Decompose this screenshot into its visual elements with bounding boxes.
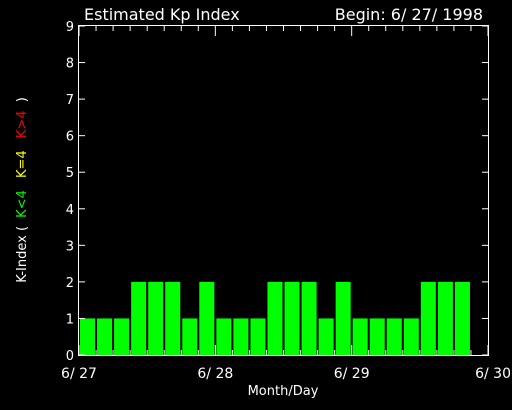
y-axis-label-above4: K>4 bbox=[15, 110, 30, 138]
x-axis-ticks: 6/ 27 6/ 28 6/ 29 6/ 30 bbox=[61, 26, 511, 382]
y-tick-label: 8 bbox=[66, 57, 74, 72]
y-tick-label: 9 bbox=[66, 20, 74, 35]
y-tick-label: 0 bbox=[66, 349, 74, 364]
plot-frame bbox=[78, 25, 489, 356]
chart-title: Estimated Kp Index bbox=[84, 5, 240, 24]
kp-bar bbox=[454, 281, 470, 355]
kp-bar bbox=[352, 318, 368, 355]
y-tick-label: 7 bbox=[66, 93, 74, 108]
y-tick-label: 2 bbox=[66, 276, 74, 291]
kp-bar bbox=[386, 318, 402, 355]
kp-bar bbox=[403, 318, 419, 355]
kp-bar bbox=[182, 318, 198, 355]
kp-bar bbox=[233, 318, 249, 355]
y-tick-label: 4 bbox=[66, 203, 74, 218]
kp-bar bbox=[80, 318, 96, 355]
kp-bar bbox=[148, 281, 164, 355]
x-axis-label: Month/Day bbox=[248, 384, 319, 399]
y-axis-label-prefix: K-Index ( bbox=[15, 226, 30, 283]
kp-bar bbox=[420, 281, 436, 355]
y-axis-label-below4: K<4 bbox=[15, 190, 30, 218]
kp-bar bbox=[284, 281, 300, 355]
kp-bar bbox=[97, 318, 113, 355]
kp-bar bbox=[131, 281, 147, 355]
kp-bar bbox=[437, 281, 453, 355]
x-tick-label: 6/ 28 bbox=[197, 366, 233, 382]
kp-bar bbox=[165, 281, 181, 355]
kp-bar bbox=[216, 318, 232, 355]
y-axis-label-equal4: K=4 bbox=[15, 150, 30, 178]
kp-bar bbox=[335, 281, 351, 355]
y-axis-label-suffix: ) bbox=[15, 97, 30, 102]
kp-bar bbox=[301, 281, 317, 355]
y-tick-label: 6 bbox=[66, 130, 74, 145]
kp-bar bbox=[114, 318, 130, 355]
x-tick-label: 6/ 30 bbox=[475, 366, 511, 382]
kp-bar bbox=[199, 281, 215, 355]
kp-bar bbox=[318, 318, 334, 355]
y-tick-label: 1 bbox=[66, 312, 74, 327]
kp-bar bbox=[369, 318, 385, 355]
y-axis-label: K-Index ( K<4 K=4 K>4 ) bbox=[15, 97, 30, 283]
kp-bar bbox=[250, 318, 266, 355]
x-tick-label: 6/ 29 bbox=[334, 366, 370, 382]
y-tick-label: 3 bbox=[66, 239, 74, 254]
x-tick-label: 6/ 27 bbox=[61, 366, 97, 382]
kp-bar bbox=[267, 281, 283, 355]
bar-series bbox=[80, 281, 470, 355]
y-tick-label: 5 bbox=[66, 166, 74, 181]
begin-date-label: Begin: 6/ 27/ 1998 bbox=[335, 5, 483, 24]
